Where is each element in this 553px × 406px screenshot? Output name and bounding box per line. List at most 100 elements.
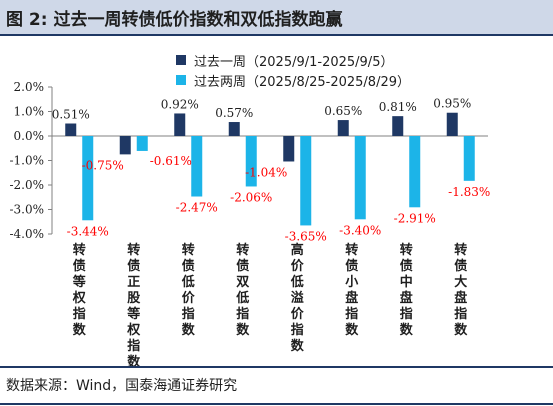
data-label: -3.65% [285,229,327,243]
bottom-divider [0,403,553,405]
category-label-char: 转 [127,242,140,258]
category-label-char: 高 [291,242,304,258]
category-label-char: 价 [291,259,305,274]
bar [65,123,77,136]
category-label-char: 低 [181,274,195,290]
category-label-char: 指 [345,306,358,322]
category-label-char: 指 [127,338,140,354]
bar [82,136,94,221]
category-label-char: 盘 [345,290,358,306]
category-label-char: 权 [72,290,87,306]
category-label-char: 转 [182,242,195,258]
category-label-char: 转 [236,242,249,258]
legend-item-series-1: 过去一周（2025/9/1-2025/9/5） [176,50,410,70]
category-label-char: 双 [236,275,249,290]
category-label-char: 盘 [454,290,467,306]
title-bar: 图 2: 过去一周转债低价指数和双低指数跑赢 [0,0,553,36]
data-label: 0.92% [161,97,199,111]
data-label: -1.83% [448,185,490,199]
category-label-char: 指 [73,306,86,322]
legend-swatch-series-2 [176,75,186,85]
category-label-char: 数 [345,322,359,338]
source-divider [0,366,553,368]
data-label: -0.75% [82,158,124,172]
category-label-char: 权 [126,322,141,338]
legend-swatch-series-1 [176,55,186,65]
bar [337,120,349,136]
data-label: -2.91% [394,211,436,225]
y-tick-label: -1.0% [9,154,44,168]
category-label-char: 正 [127,275,140,290]
bar [463,136,475,181]
category-label-char: 数 [182,322,196,338]
bar [228,122,240,136]
data-label: 0.95% [433,97,471,111]
category-label-char: 溢 [291,290,304,306]
category-label-char: 债 [400,258,413,274]
data-label: 0.81% [379,100,417,114]
legend-label-series-2: 过去两周（2025/8/25-2025/8/29） [194,74,411,90]
y-tick-label: -4.0% [9,227,44,241]
data-label: 0.57% [215,106,253,120]
bar [191,136,203,197]
category-label-char: 价 [182,291,196,306]
bar [409,136,421,208]
legend-item-series-2: 过去两周（2025/8/25-2025/8/29） [176,70,410,90]
category-label-char: 小 [345,275,358,290]
category-label-char: 债 [236,258,249,274]
category-label-char: 债 [345,258,358,274]
category-label-char: 债 [454,258,467,274]
legend-label-series-1: 过去一周（2025/9/1-2025/9/5） [194,54,394,70]
data-label: -2.47% [176,201,218,215]
category-label-char: 债 [73,258,86,274]
y-tick-label: -3.0% [9,203,44,217]
bar [354,136,366,220]
bar-chart: 2.0% 1.0% 0.0% -1.0% -2.0% -3.0% -4.0% 0.51% -3.… [9,80,490,366]
bar [446,112,458,136]
y-tick-label: 1.0% [14,105,45,119]
category-label-char: 转 [454,242,467,258]
category-label-char: 指 [236,306,249,322]
category-label-char: 债 [127,258,140,274]
bar [300,136,312,226]
category-label-char: 中 [400,274,413,290]
category-label-char: 数 [73,322,87,338]
data-label: 0.51% [52,108,90,122]
category-label-char: 等 [72,274,86,290]
category-label-char: 指 [400,306,413,322]
bar [283,136,295,162]
y-tick-label: -2.0% [9,178,44,192]
category-label-char: 大 [454,274,467,290]
source-note: 数据来源：Wind，国泰海通证券研究 [6,378,238,394]
chart-title: 图 2: 过去一周转债低价指数和双低指数跑赢 [6,10,343,30]
category-label-char: 指 [182,306,195,322]
category-label-char: 数 [236,322,250,338]
data-label: -3.40% [339,223,381,237]
category-label-char: 数 [127,354,141,366]
category-label-char: 转 [345,242,358,258]
data-label: -0.61% [150,154,192,168]
category-label-char: 数 [291,338,305,354]
data-label: 0.65% [324,104,362,118]
category-label-char: 低 [235,290,249,306]
category-label-char: 指 [454,306,467,322]
bar [119,136,131,155]
category-label-char: 转 [73,242,86,258]
category-label-char: 低 [290,274,304,290]
category-label-char: 债 [182,258,195,274]
data-label: -2.06% [230,190,272,204]
bar [174,113,186,136]
bar [136,136,148,151]
bar [245,136,257,187]
category-label-char: 指 [291,322,304,338]
category-label-char: 数 [400,322,414,338]
category-label-char: 等 [126,306,140,322]
category-label-char: 转 [400,242,413,258]
category-label-char: 股 [127,291,140,306]
y-tick-label: 2.0% [14,80,45,94]
category-label-char: 数 [454,322,468,338]
legend: 过去一周（2025/9/1-2025/9/5） 过去两周（2025/8/25-2… [176,50,410,90]
y-tick-label: 0.0% [14,129,45,143]
data-label: -1.04% [245,165,287,179]
category-label-char: 价 [291,307,305,322]
